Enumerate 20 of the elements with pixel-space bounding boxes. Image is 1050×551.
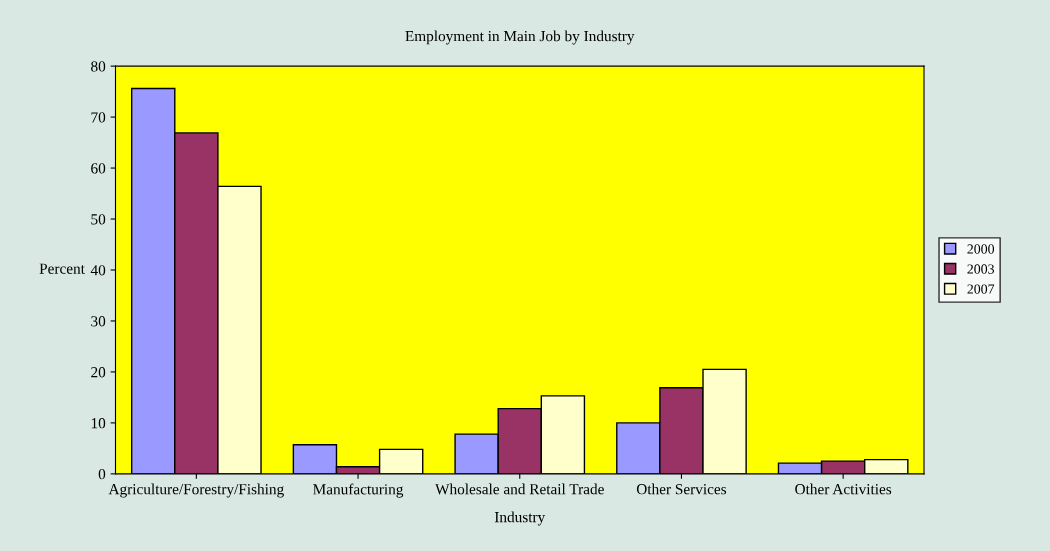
x-tick-label: Other Services: [636, 483, 727, 495]
y-tick-label: 0: [98, 469, 106, 480]
legend-label: 2007: [967, 284, 995, 294]
y-tick-label: 70: [91, 112, 106, 123]
x-tick-label: Manufacturing: [313, 483, 404, 498]
x-tick-label: Other Activities: [795, 483, 892, 495]
legend-label: 2000: [967, 244, 995, 254]
x-tick-label: Agriculture/Forestry/Fishing: [108, 483, 284, 498]
y-tick-label: 40: [90, 265, 106, 276]
y-tick-label: 20: [91, 367, 106, 378]
x-tick-label: Wholesale and Retail Trade: [435, 483, 604, 495]
y-tick-label: 60: [91, 163, 106, 174]
y-tick-label: 30: [91, 316, 106, 327]
y-tick-label: 80: [91, 61, 106, 72]
y-axis-title: Percent: [39, 263, 85, 274]
y-tick-label: 10: [91, 418, 106, 429]
legend-label: 2003: [967, 264, 995, 274]
chart-title: Employment in Main Job by Industry: [405, 30, 635, 45]
x-axis-title: Industry: [494, 511, 546, 526]
y-tick-label: 50: [91, 214, 106, 225]
